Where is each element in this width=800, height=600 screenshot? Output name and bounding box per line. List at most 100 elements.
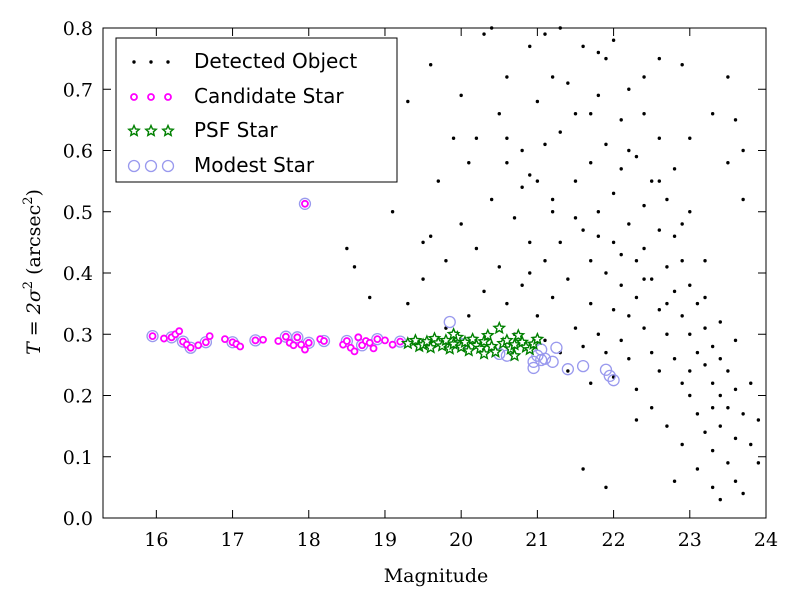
detected-object-point: [535, 99, 540, 104]
detected-object-point: [573, 112, 578, 116]
detected-object-point: [611, 240, 616, 245]
detected-object-point: [611, 191, 616, 196]
detected-object-point: [642, 75, 646, 79]
detected-object-point: [695, 301, 700, 306]
detected-object-point: [627, 87, 631, 91]
y-axis-label-suffix: ): [23, 189, 45, 196]
detected-object-point: [756, 418, 761, 422]
detected-object-point: [428, 63, 433, 67]
candidate-star-point: [194, 341, 203, 350]
detected-object-point: [657, 308, 662, 312]
detected-object-point: [749, 381, 753, 385]
detected-object-point: [695, 350, 700, 355]
detected-object-point: [710, 406, 715, 410]
detected-object-point: [619, 252, 623, 257]
detected-object-point: [589, 259, 593, 263]
detected-object-point: [528, 240, 532, 245]
detected-object-point: [726, 461, 730, 465]
detected-object-point: [581, 467, 585, 471]
y-tick-label: 0.7: [63, 79, 93, 101]
y-tick-label: 0.8: [63, 18, 93, 40]
modest-star-point: [531, 349, 544, 362]
detected-object-point: [596, 93, 601, 98]
y-tick-label: 0.0: [63, 508, 93, 530]
detected-object-point: [703, 295, 707, 300]
candidate-star-point: [369, 344, 378, 353]
detected-object-point: [520, 283, 524, 287]
detected-object-point: [665, 197, 669, 202]
candidate-star-point: [175, 327, 184, 336]
detected-object-point: [512, 216, 517, 220]
detected-object-point: [680, 222, 684, 226]
detected-object-point: [543, 32, 547, 36]
modest-star-point: [443, 315, 456, 329]
candidate-star-point: [148, 332, 157, 340]
legend-marker-detected: [149, 60, 153, 64]
detected-object-point: [352, 265, 357, 269]
detected-object-point: [543, 142, 547, 147]
psf-star-point: [507, 337, 522, 351]
legend-marker-candidate: [147, 93, 155, 101]
detected-object-point: [505, 161, 509, 165]
detected-object-point: [718, 357, 722, 361]
detected-object-point: [695, 467, 700, 471]
detected-object-point: [718, 424, 722, 428]
detected-object-point: [505, 301, 509, 306]
psf-star-point: [492, 320, 507, 335]
detected-object-point: [505, 136, 509, 140]
detected-object-point: [558, 240, 562, 245]
detected-object-point: [688, 210, 692, 214]
detected-object-point: [611, 38, 616, 42]
detected-object-point: [543, 259, 547, 263]
detected-object-point: [726, 161, 730, 165]
detected-object-point: [710, 448, 715, 453]
y-tick-label: 0.6: [63, 141, 93, 163]
legend-marker-candidate: [130, 93, 138, 101]
detected-object-point: [710, 344, 715, 349]
y-axis-label-sup2: 2: [21, 196, 36, 204]
detected-object-point: [604, 56, 608, 61]
modest-star-point: [576, 359, 590, 373]
detected-object-point: [710, 112, 715, 116]
detected-object-point: [566, 277, 570, 281]
detected-object-point: [642, 277, 646, 281]
detected-object-series: [345, 26, 761, 502]
detected-object-point: [733, 479, 738, 483]
psf-star-point: [488, 344, 503, 359]
detected-object-point: [634, 295, 639, 300]
legend-label-candidate: Candidate Star: [194, 84, 344, 108]
legend-marker-psf: [161, 123, 175, 137]
tick-labels: 16 17 18 19 20 21 22 23 24 0.0 0.1 0.2 0.3 0.4 0.5 0.6 0…: [63, 18, 778, 551]
psf-star-point: [400, 336, 415, 350]
x-axis-label: Magnitude: [384, 565, 489, 587]
detected-object-point: [604, 485, 608, 490]
psf-star-point: [530, 331, 545, 346]
detected-object-point: [566, 81, 570, 85]
detected-object-point: [665, 424, 669, 428]
candidate-star-point: [304, 338, 313, 347]
detected-object-point: [726, 406, 730, 410]
detected-object-point: [649, 350, 654, 355]
detected-object-point: [428, 234, 433, 238]
detected-object-point: [733, 118, 738, 122]
legend-swatch-modest: [127, 159, 175, 173]
legend-label-psf: PSF Star: [194, 118, 278, 142]
y-axis-label-mid: (arcsec: [23, 205, 45, 281]
detected-object-point: [642, 112, 646, 116]
candidate-star-point: [281, 332, 290, 341]
y-tick-label: 0.4: [63, 263, 93, 285]
detected-object-point: [619, 283, 623, 287]
detected-object-point: [474, 136, 479, 140]
detected-object-point: [733, 387, 738, 392]
detected-object-point: [604, 271, 608, 275]
detected-object-point: [642, 326, 646, 330]
detected-object-point: [543, 338, 547, 343]
legend-swatch-candidate: [130, 93, 172, 101]
detected-object-point: [368, 295, 372, 300]
detected-object-point: [688, 283, 692, 287]
detected-object-point: [627, 148, 631, 153]
legend-marker-modest: [161, 159, 175, 173]
detected-object-point: [421, 277, 425, 281]
psf-star-point: [507, 348, 522, 362]
detected-object-point: [703, 430, 707, 434]
